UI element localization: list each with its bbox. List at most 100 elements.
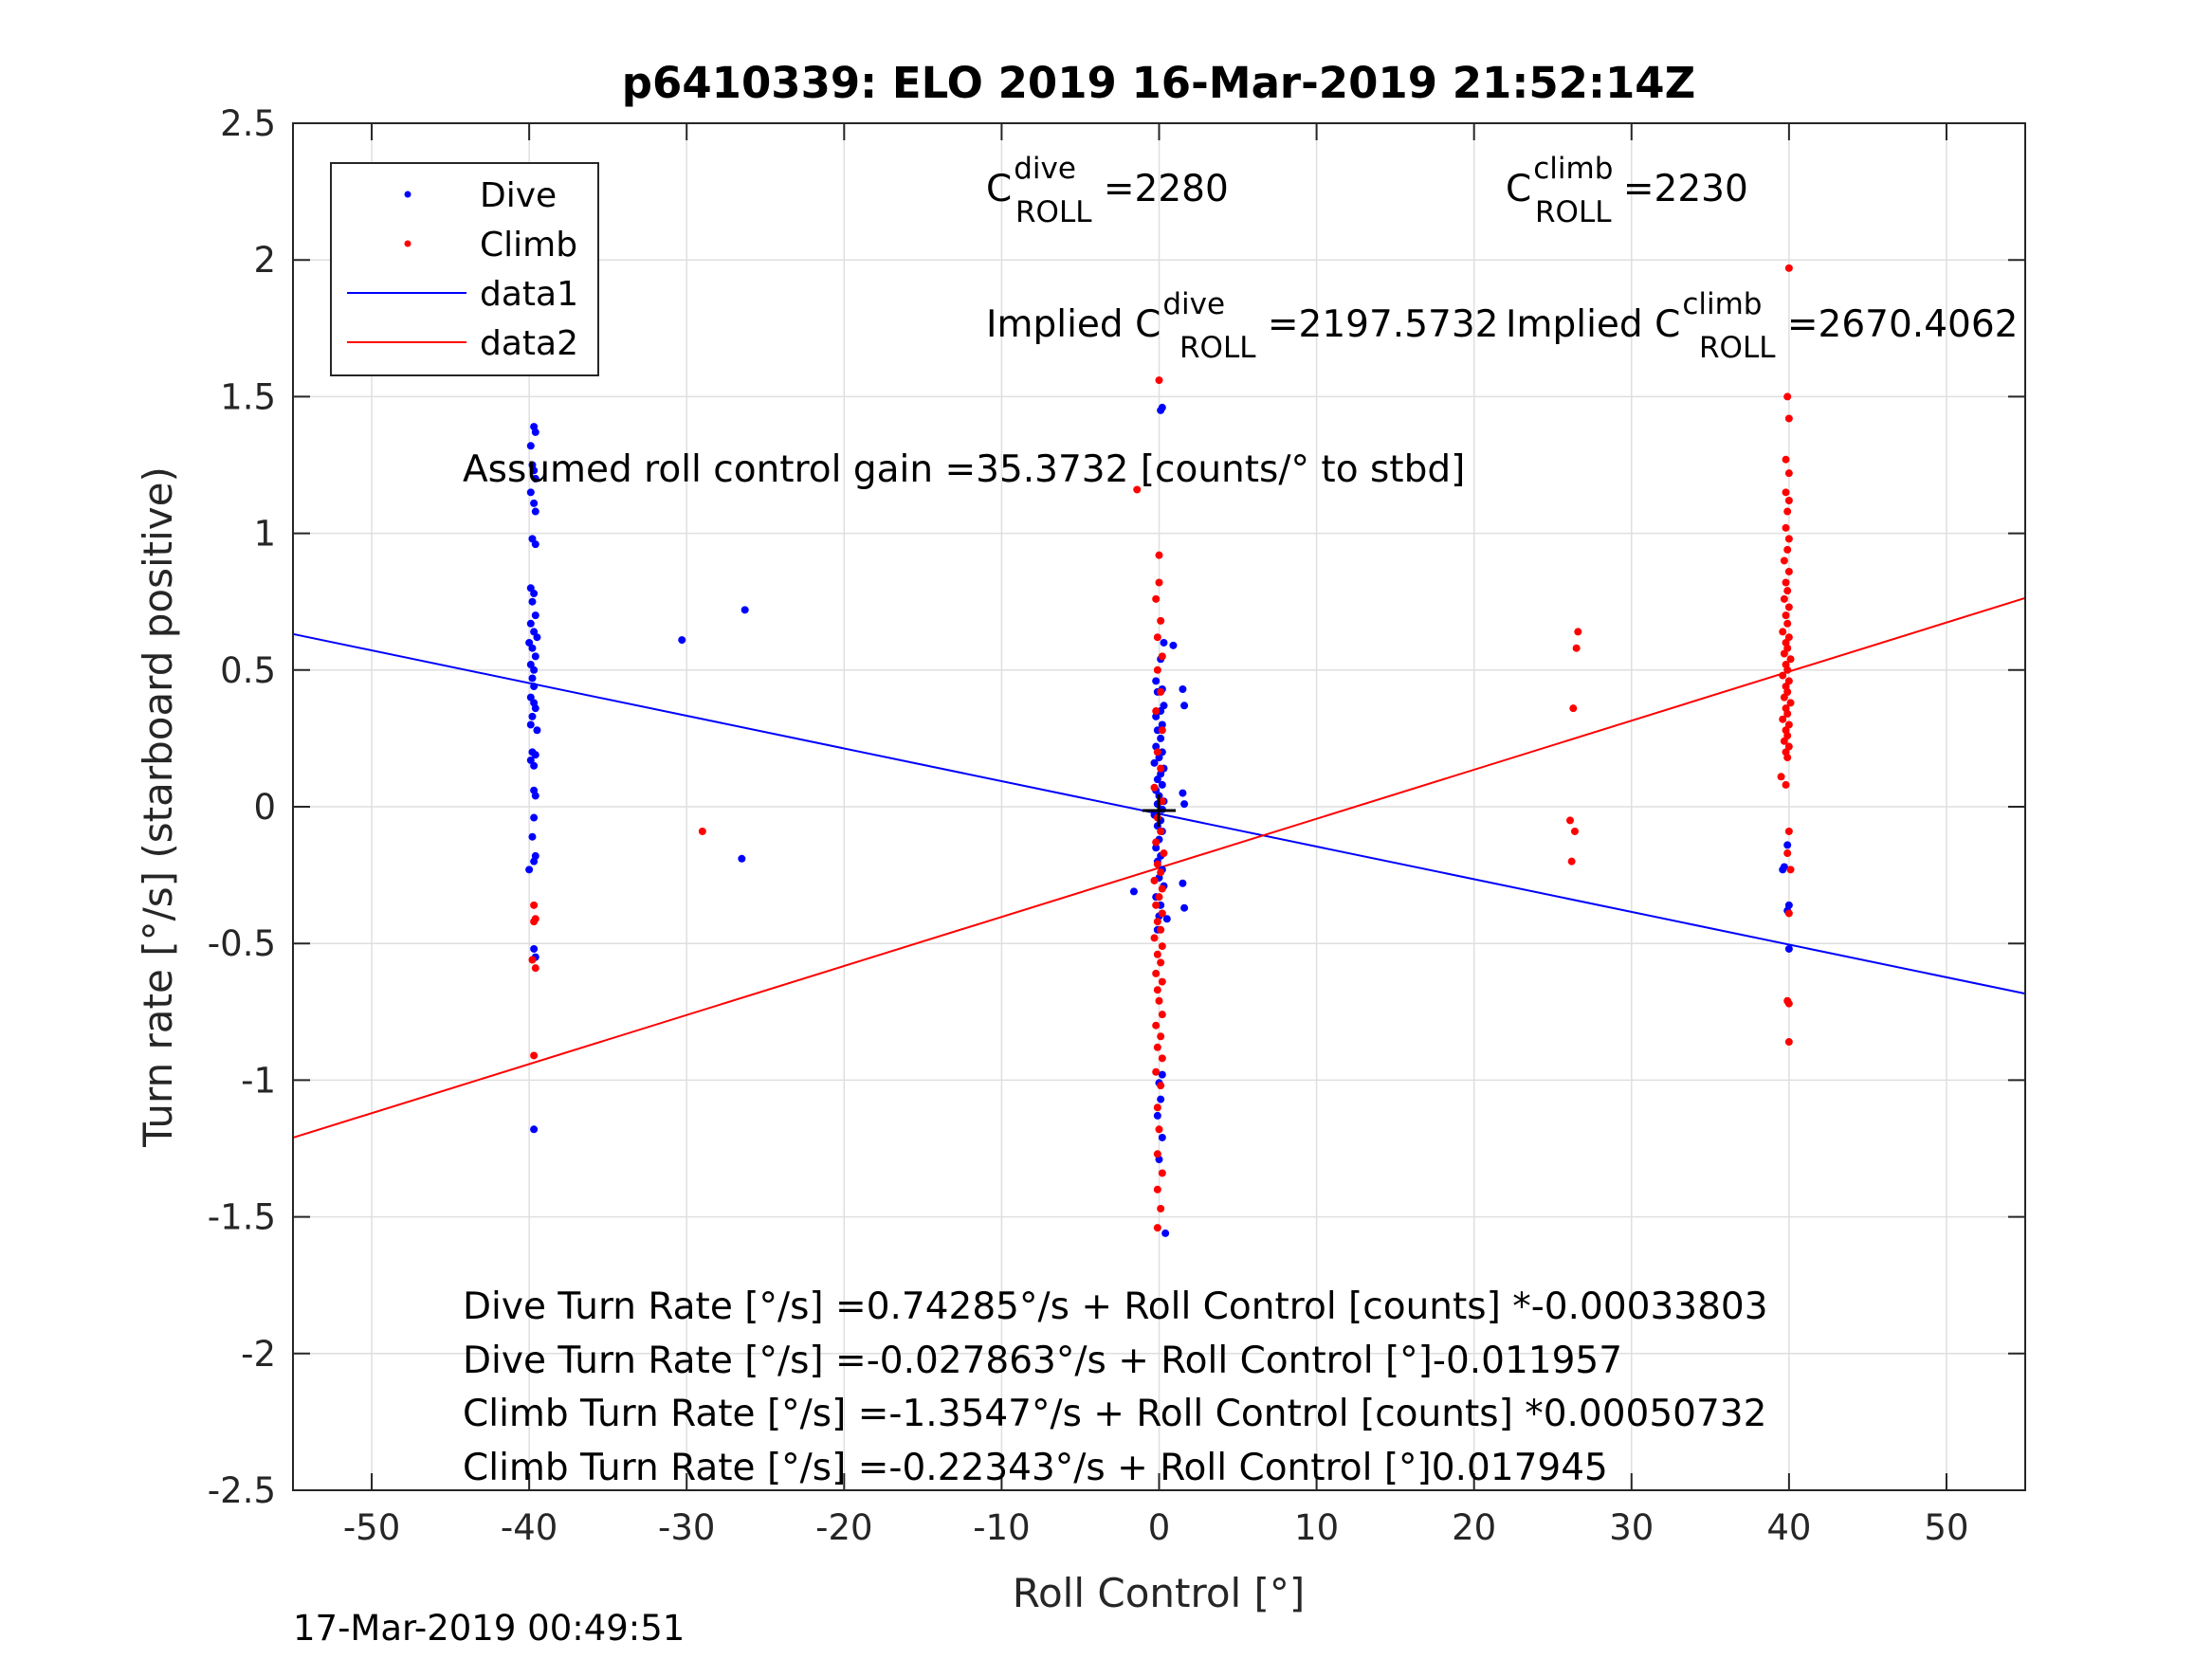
dive-point [1157,1095,1165,1103]
x-tick-label: 0 [1148,1507,1171,1548]
dive-point [1160,638,1168,647]
c-dive-annotation: Cdive ROLL =2280 [986,152,1229,229]
climb-point [1784,535,1793,543]
climb-point [528,956,537,964]
climb-point [1782,455,1790,464]
climb-point [1150,876,1159,884]
climb-point [1157,958,1165,967]
climb-point [1783,587,1792,595]
dive-point [531,474,539,483]
climb-point [1153,665,1161,674]
climb-point [530,1051,539,1060]
x-tick-label: 50 [1924,1507,1968,1548]
climb-point [1784,909,1793,918]
dive-point [525,866,534,874]
x-tick-label: 30 [1609,1507,1654,1548]
x-axis-label: Roll Control [°] [1013,1570,1306,1616]
y-tick-label: 1.5 [220,376,276,417]
climb-point [1155,1125,1163,1134]
x-tick-label: -20 [815,1507,872,1548]
dive-point [530,944,539,953]
climb-point [1152,1067,1161,1076]
climb-point [1157,868,1165,877]
climb-point [1158,726,1166,735]
climb-point [1157,925,1165,934]
climb-point [1155,376,1163,385]
climb-point [1780,737,1788,745]
dive-point [531,611,539,620]
climb-point [1157,764,1165,773]
legend-climb-label: Climb [480,226,577,264]
climb-point [1155,893,1163,902]
climb-point [1565,816,1574,825]
dive-point [1158,780,1166,789]
climb-point [1782,780,1790,789]
ticks [293,122,2025,1491]
y-tick-label: 1 [253,514,276,555]
dive-point [1129,887,1138,896]
climb-point [1784,603,1793,611]
climb-point [530,901,539,909]
legend-data2-label: data2 [480,324,578,363]
dive-point [531,540,539,549]
dive-point [528,712,537,720]
dive-point [531,751,539,759]
climb-point [1569,704,1578,713]
climb-point [1152,594,1161,603]
climb-point [1153,633,1161,642]
dive-point [1179,789,1187,797]
climb-point [1158,1011,1166,1019]
climb-point [1783,545,1792,554]
dive-point [1784,944,1793,953]
climb-point [1783,849,1792,858]
y-tick-label: 0 [253,787,276,828]
legend-climb-marker [404,240,411,247]
climb-point [1158,909,1166,918]
y-tick-label: 2.5 [220,103,276,144]
dive-point [530,665,539,674]
climb-point [1786,699,1795,707]
climb-point [1153,1224,1161,1232]
climb-point [1783,754,1792,762]
climb-point [1155,551,1163,559]
climb-point [1155,578,1163,587]
equation-dive-counts: Dive Turn Rate [°/s] =0.74285°/s + Roll … [463,1285,1768,1328]
climb-point [1158,1169,1166,1177]
climb-point [1153,1185,1161,1194]
dive-point [526,488,535,497]
climb-point [530,918,539,926]
x-tick-label: -30 [658,1507,715,1548]
dive-point [530,590,539,598]
dive-point [1779,866,1787,874]
dive-point [678,636,686,645]
dive-point [528,597,537,606]
dive-point [530,499,539,507]
climb-point [1786,655,1795,664]
dive-point [530,857,539,866]
dive-point [1180,903,1189,912]
climb-point [1784,827,1793,835]
climb-point [1158,884,1166,893]
x-tick-label: -50 [343,1507,400,1548]
y-tick-label: -2.5 [208,1470,276,1511]
dive-point [1180,702,1189,710]
chart-title: p6410339: ELO 2019 16-Mar-2019 21:52:14Z [622,58,1695,108]
climb-point [1152,901,1161,909]
x-tick-label: 20 [1452,1507,1496,1548]
dive-point [1158,720,1166,729]
y-tick-label: -0.5 [208,923,276,964]
dive-point [530,683,539,691]
dive-point [1152,677,1161,685]
climb-point [1158,977,1166,986]
climb-point [1574,628,1582,636]
climb-point [1784,496,1793,504]
roll-gain-annotation: Assumed roll control gain =35.3732 [coun… [463,448,1465,491]
climb-point [1784,999,1793,1008]
climb-point [1572,644,1581,652]
climb-point [1784,414,1793,423]
climb-point [1153,748,1161,757]
equation-climb-degrees: Climb Turn Rate [°/s] =-0.22343°/s + Rol… [463,1447,1608,1489]
y-tick-label: 0.5 [220,650,276,691]
dive-point [531,652,539,661]
origin-marker [1143,794,1176,827]
